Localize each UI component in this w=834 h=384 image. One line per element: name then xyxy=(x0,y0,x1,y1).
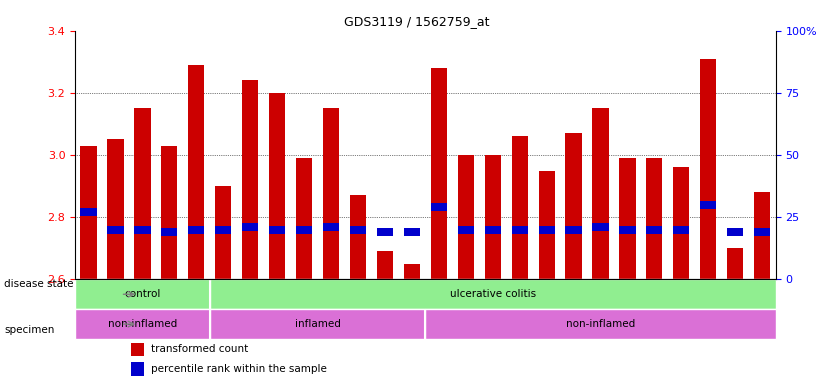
Bar xyxy=(404,264,420,279)
Bar xyxy=(485,155,500,279)
Bar xyxy=(539,226,555,233)
Bar xyxy=(108,139,123,279)
Bar xyxy=(620,158,636,279)
Bar xyxy=(80,209,97,216)
Bar xyxy=(754,228,771,236)
Bar xyxy=(511,226,528,233)
Bar xyxy=(131,343,143,356)
Bar xyxy=(565,226,581,233)
Bar xyxy=(727,228,743,236)
Bar xyxy=(430,204,447,211)
Bar xyxy=(646,158,662,279)
Bar xyxy=(350,226,366,233)
Bar xyxy=(430,68,447,279)
Bar xyxy=(215,186,231,279)
Bar xyxy=(134,226,150,233)
Bar xyxy=(377,228,393,236)
Text: transformed count: transformed count xyxy=(151,344,248,354)
Bar xyxy=(269,226,285,233)
Text: non-inflamed: non-inflamed xyxy=(565,319,636,329)
Bar xyxy=(242,80,259,279)
Bar xyxy=(754,192,771,279)
Bar xyxy=(485,226,500,233)
Bar xyxy=(108,226,123,233)
Text: ulcerative colitis: ulcerative colitis xyxy=(450,289,535,299)
Bar xyxy=(565,133,581,279)
Bar xyxy=(458,226,474,233)
Bar xyxy=(210,279,776,309)
Text: non-inflamed: non-inflamed xyxy=(108,319,177,329)
Text: disease state: disease state xyxy=(4,279,73,289)
Bar xyxy=(188,226,204,233)
Bar xyxy=(404,228,420,236)
Bar xyxy=(727,248,743,279)
Text: percentile rank within the sample: percentile rank within the sample xyxy=(151,364,327,374)
Bar xyxy=(646,226,662,233)
Bar xyxy=(188,65,204,279)
Bar xyxy=(377,252,393,279)
Text: control: control xyxy=(124,289,161,299)
Bar xyxy=(673,226,690,233)
Bar xyxy=(131,362,143,376)
Bar xyxy=(458,155,474,279)
Bar xyxy=(161,228,178,236)
Bar xyxy=(425,309,776,339)
Text: specimen: specimen xyxy=(4,325,54,335)
Bar xyxy=(673,167,690,279)
Bar xyxy=(323,108,339,279)
Bar xyxy=(269,93,285,279)
Bar xyxy=(350,195,366,279)
Bar xyxy=(161,146,178,279)
Bar xyxy=(592,223,609,231)
Bar xyxy=(75,309,210,339)
Bar xyxy=(620,226,636,233)
Bar xyxy=(592,108,609,279)
Bar xyxy=(134,108,150,279)
Bar xyxy=(701,201,716,209)
Bar xyxy=(80,146,97,279)
Bar xyxy=(242,223,259,231)
Bar xyxy=(323,223,339,231)
Bar xyxy=(701,59,716,279)
Text: GDS3119 / 1562759_at: GDS3119 / 1562759_at xyxy=(344,15,490,28)
Bar xyxy=(215,226,231,233)
Bar xyxy=(511,136,528,279)
Text: inflamed: inflamed xyxy=(294,319,340,329)
Bar xyxy=(296,158,312,279)
Bar xyxy=(75,279,210,309)
Bar xyxy=(210,309,425,339)
Bar xyxy=(296,226,312,233)
Bar xyxy=(539,170,555,279)
